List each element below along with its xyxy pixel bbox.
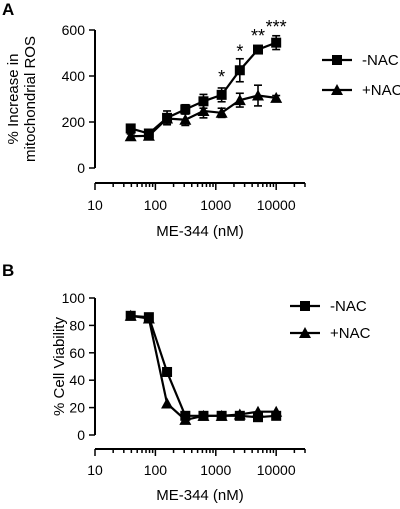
data-point	[270, 91, 283, 103]
data-point	[142, 312, 155, 324]
x-tick-label: 1000	[200, 197, 231, 213]
data-point	[252, 405, 265, 417]
y-tick-label: 60	[69, 345, 85, 361]
y-axis-label-line: % Cell Viability	[51, 317, 68, 416]
y-axis-label: % Increase inmitochondrial ROS	[5, 36, 39, 162]
data-point	[162, 366, 173, 377]
x-tick-label: 10000	[257, 462, 296, 478]
data-point	[179, 413, 192, 425]
data-point	[197, 104, 210, 116]
series-plus-nac	[124, 84, 283, 142]
significance-annotation: *	[218, 67, 225, 87]
data-point	[161, 397, 174, 409]
legend-marker	[300, 301, 310, 311]
data-point	[215, 106, 228, 118]
data-point	[142, 129, 155, 141]
panel-letter: B	[2, 261, 14, 280]
significance-annotation: **	[251, 26, 265, 46]
data-point	[198, 96, 209, 107]
x-tick-label: 1000	[200, 462, 231, 478]
data-point	[161, 112, 174, 124]
x-tick-label: 10	[87, 197, 103, 213]
data-point	[252, 89, 265, 101]
x-axis-label: ME-344 (nM)	[156, 223, 244, 240]
data-point	[125, 123, 136, 134]
panel-letter: A	[2, 0, 14, 19]
data-point	[253, 44, 264, 55]
y-tick-label: 200	[62, 114, 86, 130]
legend-marker	[299, 327, 311, 338]
legend: -NAC +NAC	[290, 298, 371, 342]
data-point	[124, 130, 137, 142]
legend: -NAC +NAC	[322, 52, 400, 99]
y-tick-label: 0	[77, 160, 85, 176]
series-line	[130, 314, 277, 422]
y-tick-label: 40	[69, 372, 85, 388]
significance-annotation: *	[236, 42, 243, 62]
data-point	[234, 65, 245, 76]
data-point	[180, 104, 191, 115]
x-tick-label: 10000	[257, 197, 296, 213]
x-tick-label: 100	[144, 197, 168, 213]
y-tick-label: 80	[69, 317, 85, 333]
data-point	[216, 89, 227, 100]
legend-marker	[332, 55, 342, 65]
y-tick-label: 600	[62, 22, 86, 38]
legend-label: -NAC	[330, 298, 367, 315]
x-tick-label: 10	[87, 462, 103, 478]
data-point	[197, 409, 210, 421]
x-axis-label: ME-344 (nM)	[156, 487, 244, 504]
legend-label: +NAC	[330, 325, 371, 342]
legend-label: -NAC	[362, 52, 399, 69]
legend-marker	[331, 84, 343, 95]
legend-label: +NAC	[362, 82, 400, 99]
y-tick-label: 0	[77, 427, 85, 443]
chart-panel-a: A 0 200 400 600 % Increase inmitochondrial RO…	[2, 0, 400, 240]
data-point	[270, 405, 283, 417]
data-point	[233, 94, 246, 106]
y-axis-label: % Cell Viability	[51, 317, 68, 416]
data-point	[179, 113, 192, 125]
y-axis-label-line: mitochondrial ROS	[22, 36, 39, 162]
significance-annotation: ***	[266, 17, 287, 37]
y-tick-label: 400	[62, 68, 86, 84]
series-minus-nac	[125, 310, 282, 423]
y-axis-label-line: % Increase in	[5, 54, 22, 145]
data-point	[233, 408, 246, 420]
y-tick-label: 20	[69, 400, 85, 416]
x-tick-label: 100	[144, 462, 168, 478]
y-tick-label: 100	[62, 290, 86, 306]
data-point	[215, 409, 228, 421]
series-plus-nac	[124, 309, 283, 425]
chart-panel-b: B 0 20 40 60 80 100 % Cell Viability 10 100 1000 10…	[2, 261, 371, 504]
data-point	[253, 412, 264, 423]
series-line	[130, 41, 277, 135]
data-point	[271, 37, 282, 48]
data-point	[124, 309, 137, 321]
